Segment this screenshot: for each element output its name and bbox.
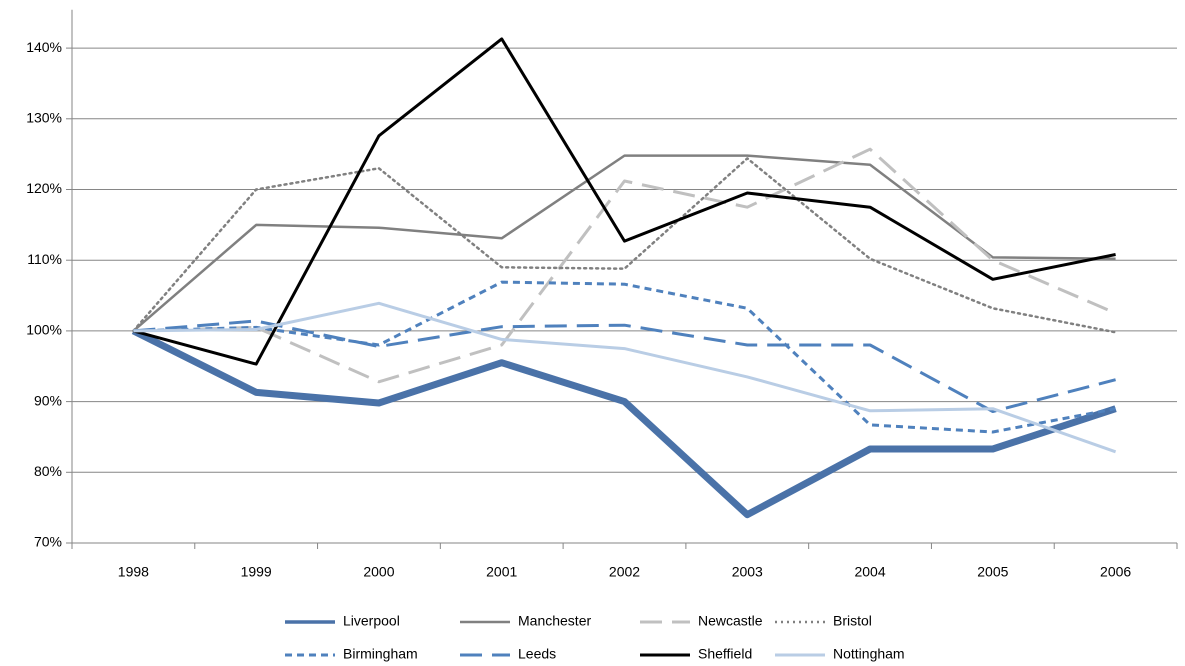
series-line (133, 280, 1116, 434)
legend-label: Liverpool (343, 613, 400, 629)
x-tick-label: 2002 (609, 564, 640, 580)
x-tick-label: 2001 (486, 564, 517, 580)
y-tick-label: 70% (34, 534, 62, 550)
x-tick-label: 2003 (732, 564, 763, 580)
x-tick-label: 1998 (118, 564, 149, 580)
series-line (133, 147, 1117, 384)
legend-label: Sheffield (698, 646, 752, 662)
x-tick-label: 1999 (241, 564, 272, 580)
series-line (133, 37, 1116, 366)
legend-label: Newcastle (698, 613, 763, 629)
y-tick-label: 110% (27, 251, 62, 267)
y-tick-label: 80% (34, 463, 62, 479)
series-line (133, 301, 1117, 454)
series-line (132, 157, 1117, 334)
legend-label: Birmingham (343, 646, 418, 662)
legend-label: Bristol (833, 613, 872, 629)
series-line (133, 319, 1116, 413)
x-tick-label: 2000 (363, 564, 394, 580)
series-line (132, 154, 1116, 332)
x-tick-label: 2006 (1100, 564, 1131, 580)
y-tick-label: 100% (26, 322, 62, 338)
legend-label: Manchester (518, 613, 591, 629)
y-tick-label: 120% (26, 180, 62, 196)
x-tick-label: 2004 (854, 564, 885, 580)
y-tick-label: 130% (26, 110, 62, 126)
x-tick-label: 2005 (977, 564, 1008, 580)
y-tick-label: 140% (26, 39, 62, 55)
legend-label: Leeds (518, 646, 556, 662)
y-tick-label: 90% (34, 392, 62, 408)
series-line (131, 327, 1117, 519)
legend-label: Nottingham (833, 646, 905, 662)
